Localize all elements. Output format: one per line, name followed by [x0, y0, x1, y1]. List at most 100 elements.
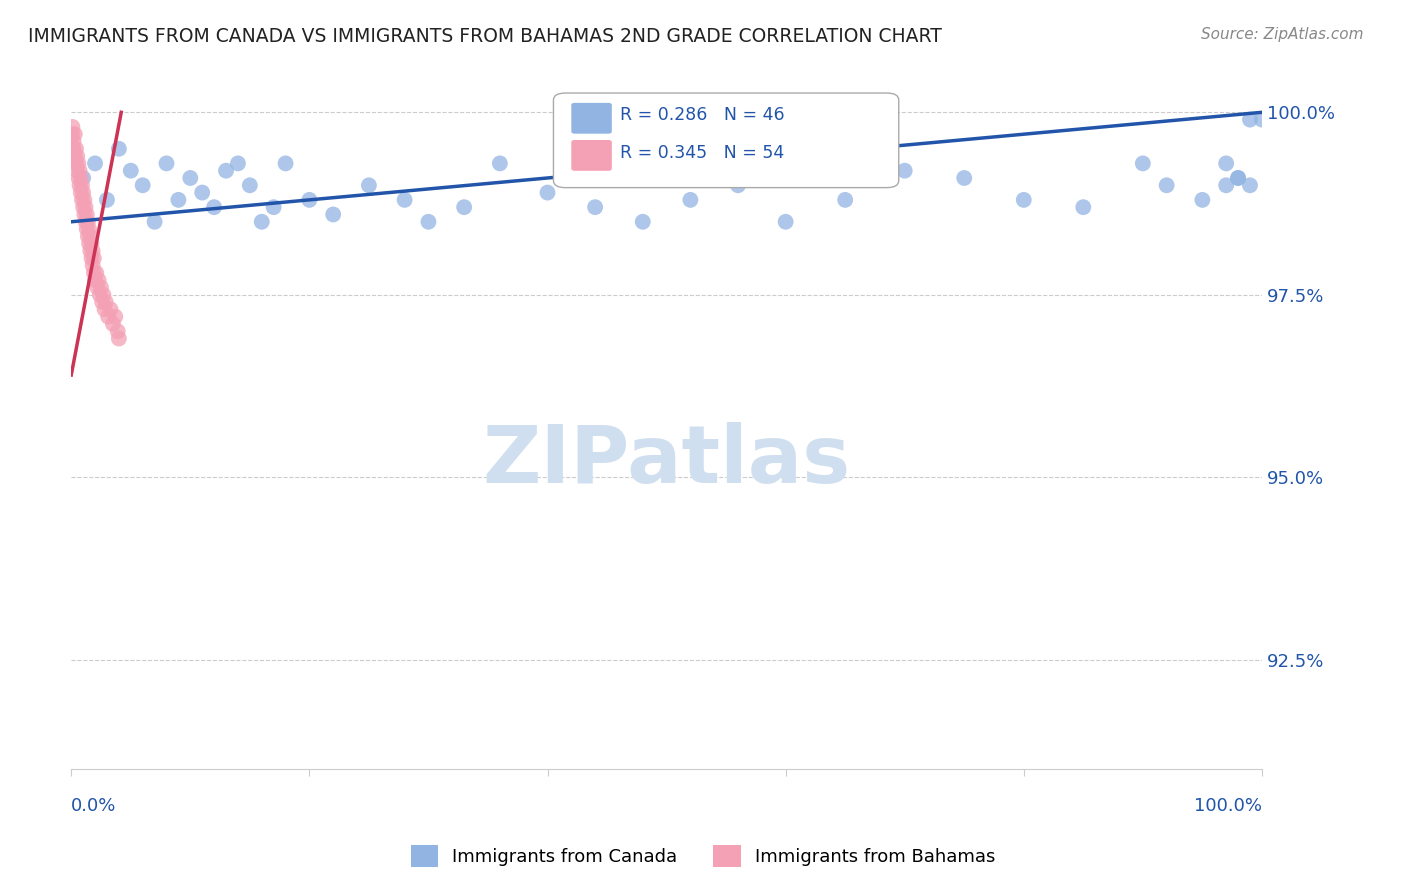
Point — [72, 171, 94, 186]
Point — [226, 156, 249, 170]
Point — [1156, 178, 1178, 193]
Point — [75, 215, 97, 229]
Text: R = 0.286   N = 46: R = 0.286 N = 46 — [620, 106, 785, 125]
Point — [65, 142, 87, 156]
Point — [79, 229, 101, 244]
Point — [86, 280, 108, 294]
Point — [274, 156, 297, 170]
Text: Source: ZipAtlas.com: Source: ZipAtlas.com — [1201, 27, 1364, 42]
Point — [108, 332, 131, 346]
Point — [79, 244, 101, 258]
Point — [298, 193, 321, 207]
Point — [70, 193, 93, 207]
Point — [834, 193, 856, 207]
Point — [679, 193, 702, 207]
Point — [1227, 171, 1250, 186]
Point — [82, 244, 104, 258]
Point — [70, 178, 93, 193]
Point — [191, 186, 214, 200]
Point — [89, 287, 111, 301]
Text: 0.0%: 0.0% — [72, 797, 117, 815]
FancyBboxPatch shape — [571, 140, 612, 170]
Point — [77, 236, 100, 251]
Point — [1071, 200, 1094, 214]
Point — [87, 273, 110, 287]
Point — [536, 186, 558, 200]
Point — [107, 324, 129, 338]
Point — [1215, 156, 1237, 170]
Point — [96, 193, 118, 207]
Point — [215, 163, 238, 178]
Point — [202, 200, 225, 214]
Point — [73, 193, 96, 207]
Point — [69, 171, 91, 186]
Point — [250, 215, 273, 229]
Point — [63, 149, 86, 163]
FancyBboxPatch shape — [554, 93, 898, 187]
Point — [69, 163, 91, 178]
Point — [1012, 193, 1035, 207]
Point — [100, 302, 122, 317]
Point — [893, 163, 915, 178]
Point — [93, 302, 115, 317]
Point — [75, 200, 97, 214]
Point — [1215, 178, 1237, 193]
Point — [69, 178, 91, 193]
Point — [90, 280, 112, 294]
Point — [131, 178, 153, 193]
Point — [65, 156, 87, 170]
Point — [66, 149, 89, 163]
Point — [94, 295, 117, 310]
Point — [489, 156, 512, 170]
Point — [775, 215, 797, 229]
Point — [83, 252, 105, 266]
Point — [80, 236, 103, 251]
Point — [93, 287, 115, 301]
FancyBboxPatch shape — [571, 103, 612, 134]
Text: 100.0%: 100.0% — [1194, 797, 1263, 815]
Point — [62, 142, 84, 156]
Legend: Immigrants from Canada, Immigrants from Bahamas: Immigrants from Canada, Immigrants from … — [404, 838, 1002, 874]
Point — [69, 186, 91, 200]
Point — [82, 259, 104, 273]
Point — [322, 207, 344, 221]
Point — [83, 266, 105, 280]
Point — [120, 163, 142, 178]
Point — [77, 215, 100, 229]
Point — [62, 127, 84, 141]
Point — [80, 252, 103, 266]
Point — [101, 317, 124, 331]
Point — [263, 200, 285, 214]
Text: IMMIGRANTS FROM CANADA VS IMMIGRANTS FROM BAHAMAS 2ND GRADE CORRELATION CHART: IMMIGRANTS FROM CANADA VS IMMIGRANTS FRO… — [28, 27, 942, 45]
Point — [394, 193, 416, 207]
Point — [76, 222, 98, 236]
Point — [72, 200, 94, 214]
Point — [453, 200, 475, 214]
Point — [357, 178, 380, 193]
Point — [631, 215, 654, 229]
Point — [179, 171, 201, 186]
Point — [62, 135, 84, 149]
Point — [84, 273, 107, 287]
Point — [1239, 112, 1261, 127]
Point — [76, 207, 98, 221]
Point — [155, 156, 177, 170]
Point — [63, 127, 86, 141]
Point — [73, 207, 96, 221]
Point — [67, 171, 90, 186]
Point — [1132, 156, 1154, 170]
Point — [167, 193, 190, 207]
Point — [84, 266, 107, 280]
Point — [62, 120, 84, 134]
Point — [1239, 178, 1261, 193]
Point — [727, 178, 749, 193]
Point — [583, 200, 606, 214]
Point — [77, 222, 100, 236]
Point — [953, 171, 976, 186]
Point — [418, 215, 440, 229]
Point — [143, 215, 166, 229]
Point — [84, 156, 107, 170]
Text: ZIPatlas: ZIPatlas — [482, 422, 851, 500]
Point — [72, 186, 94, 200]
Point — [1227, 171, 1250, 186]
